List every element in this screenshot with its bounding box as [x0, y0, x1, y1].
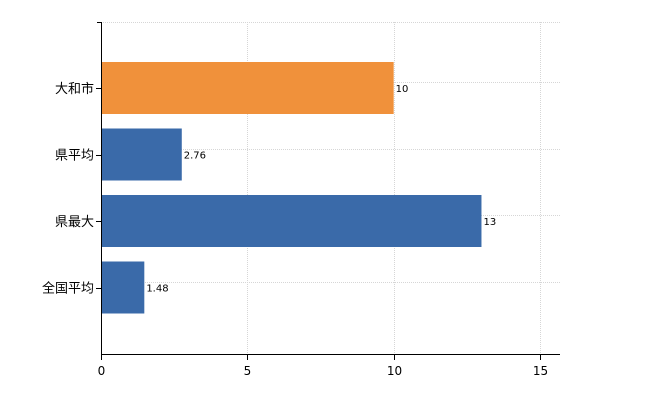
x-tick-label-2: 10	[387, 364, 402, 378]
bar-layer	[101, 62, 482, 314]
bar-2	[101, 195, 482, 247]
x-tick-label-0: 0	[98, 364, 106, 378]
bar-3	[101, 261, 145, 314]
category-label-1: 県平均	[55, 149, 94, 164]
data-label-1: 2.76	[184, 151, 206, 162]
bar-1	[101, 128, 182, 181]
x-tick-label-3: 15	[533, 364, 548, 378]
bar-0	[101, 62, 394, 114]
axis-layer	[96, 22, 560, 360]
x-tick-label-1: 5	[244, 364, 252, 378]
category-label-2: 県最大	[55, 215, 94, 230]
category-label-3: 全国平均	[42, 281, 94, 297]
data-label-2: 13	[483, 217, 496, 228]
category-label-0: 大和市	[55, 81, 94, 97]
data-label-0: 10	[396, 84, 409, 95]
data-label-3: 1.48	[146, 284, 168, 295]
